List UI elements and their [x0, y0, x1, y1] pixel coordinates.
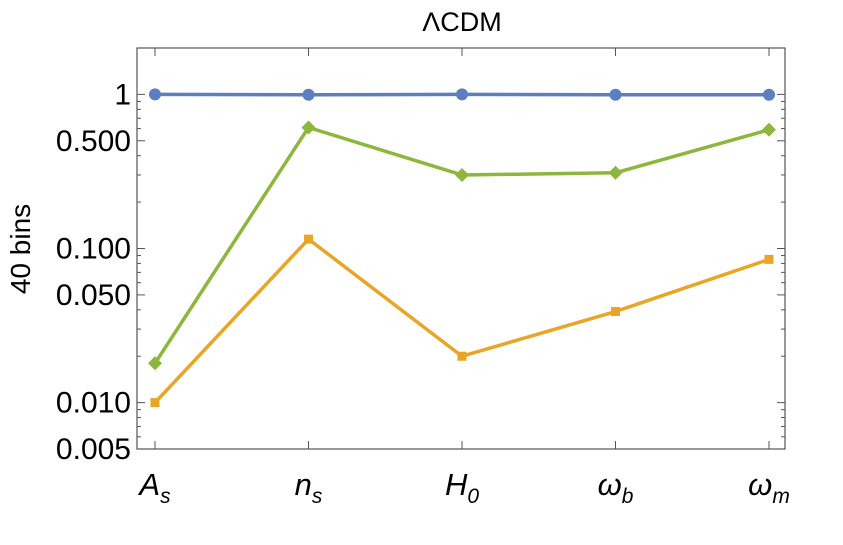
data-point-diamond — [455, 167, 469, 182]
data-point-circle — [302, 88, 315, 101]
data-point-circle — [456, 88, 468, 101]
y-tick-label: 0.005 — [56, 433, 131, 466]
data-point-diamond — [608, 165, 623, 180]
x-tick-label-subscript: b — [622, 485, 634, 508]
data-point-square — [764, 254, 774, 264]
y-axis-ticks — [137, 47, 785, 450]
series-layer — [148, 88, 776, 408]
x-tick-label-base: A — [137, 467, 160, 502]
x-axis-tick-labels: As ns H0 ωb ωm — [137, 467, 789, 508]
y-axis-tick-labels: 1 0.500 0.100 0.050 0.010 0.005 — [56, 78, 131, 466]
data-point-square — [304, 234, 313, 244]
series-2 — [148, 120, 776, 371]
series-3 — [150, 234, 774, 408]
x-tick-label-subscript: s — [312, 485, 323, 508]
x-tick-label-subscript: m — [772, 485, 790, 508]
series-3-line — [153, 237, 770, 404]
x-tick-label-base: ω — [598, 467, 622, 502]
y-tick-label: 0.050 — [56, 279, 131, 312]
x-tick-label-base: H — [445, 467, 468, 502]
data-point-circle — [149, 88, 161, 101]
data-point-square — [457, 351, 467, 361]
data-point-square — [611, 307, 620, 317]
x-tick-label-base: ω — [748, 467, 772, 502]
data-point-diamond — [301, 120, 316, 135]
y-tick-label: 1 — [114, 78, 131, 111]
x-tick-label: As — [137, 467, 171, 508]
y-tick-label: 0.500 — [56, 125, 131, 158]
data-point-circle — [763, 88, 775, 101]
plot-frame — [136, 47, 786, 450]
x-axis-ticks — [154, 48, 770, 449]
x-tick-label-base: n — [295, 467, 312, 502]
data-point-square — [150, 398, 160, 408]
data-point-circle — [609, 88, 622, 101]
x-tick-label-subscript: 0 — [467, 485, 479, 508]
series-1 — [149, 88, 775, 101]
y-tick-label: 0.100 — [56, 233, 131, 266]
x-tick-label: H0 — [445, 467, 479, 508]
y-tick-label: 0.010 — [56, 387, 131, 420]
data-point-diamond — [148, 356, 162, 371]
series-2-line — [153, 125, 770, 365]
y-axis-label: 40 bins — [5, 204, 36, 294]
data-point-diamond — [762, 122, 776, 137]
x-tick-label: ns — [295, 467, 323, 508]
x-tick-label-subscript: s — [160, 485, 171, 508]
chart-title: ΛCDM — [422, 7, 502, 37]
x-tick-label: ωm — [748, 467, 790, 508]
x-tick-label: ωb — [598, 467, 634, 508]
